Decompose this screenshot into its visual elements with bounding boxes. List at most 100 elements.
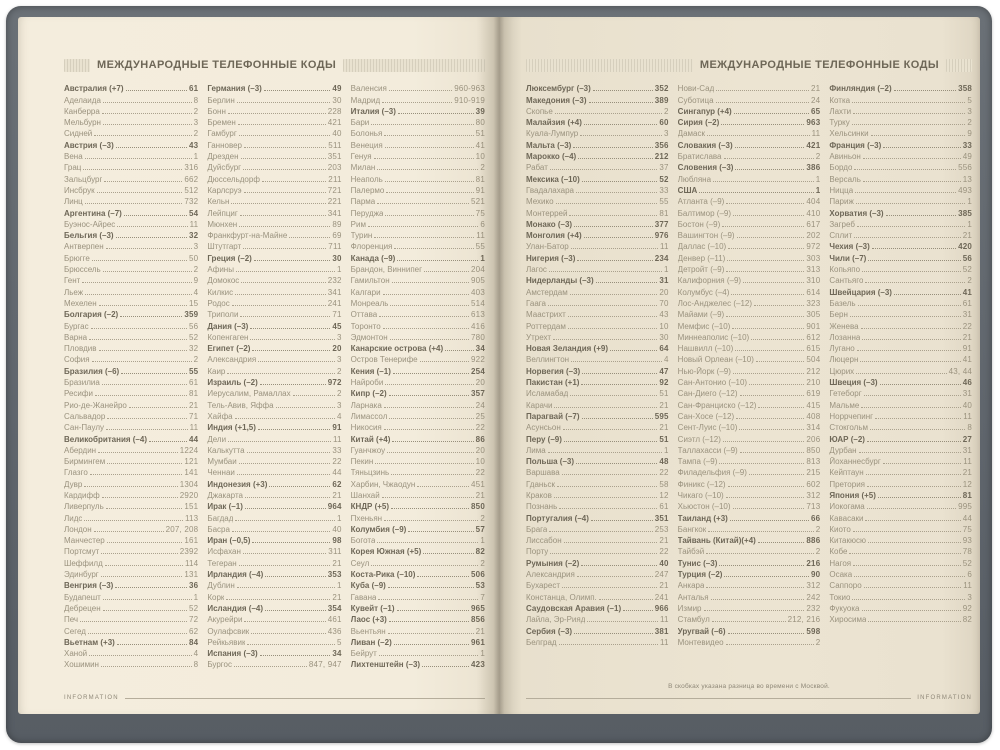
dot-leader <box>853 564 961 566</box>
entry-code: 81 <box>475 174 485 184</box>
entry-code: 2920 <box>179 490 199 500</box>
dot-leader <box>89 474 183 476</box>
entry-code: 206 <box>806 434 821 444</box>
city-entry: Милан 2 <box>351 161 485 172</box>
entry-code: 234 <box>654 253 669 263</box>
entry-label: Кения (–1) <box>350 366 391 376</box>
header-stripe-icon <box>64 58 90 72</box>
city-entry: Калькутта 33 <box>207 444 341 455</box>
entry-code: 850 <box>471 502 485 512</box>
dot-leader <box>549 169 658 171</box>
city-entry: Никосия 22 <box>351 421 485 432</box>
entry-label: Мальта (–3) <box>526 140 572 150</box>
entry-code: 780 <box>471 332 485 342</box>
dot-leader <box>561 474 658 476</box>
city-entry: Льеж 4 <box>64 285 198 297</box>
city-entry: Сиэтл (–12) 206 <box>677 432 821 444</box>
dot-leader <box>755 361 805 363</box>
entry-code: 92 <box>659 378 669 388</box>
dot-leader <box>729 519 810 521</box>
entry-label: Турция (–2) <box>677 570 723 580</box>
dot-leader <box>105 508 183 510</box>
city-entry: Инсбрук 512 <box>64 184 198 195</box>
dot-leader <box>547 304 658 306</box>
city-entry: Кавасаки 44 <box>829 511 972 523</box>
entry-label: Оттава <box>350 310 378 320</box>
dot-leader <box>866 440 961 442</box>
entry-code: 232 <box>806 603 821 613</box>
entry-label: Торонто <box>350 321 381 331</box>
country-entry: Китай (+4) 86 <box>351 432 485 444</box>
dot-leader <box>567 327 658 329</box>
country-entry: Тунис (–3) 216 <box>678 556 821 568</box>
dot-leader <box>553 496 658 498</box>
city-entry: Ницца 493 <box>829 184 972 195</box>
dot-leader <box>856 225 966 227</box>
dot-leader <box>388 90 453 92</box>
city-entry: Иокогама 995 <box>829 500 972 511</box>
dot-leader <box>394 248 474 250</box>
entry-code: 56 <box>962 253 973 263</box>
entry-label: Бургас <box>64 321 89 331</box>
entry-label: Канада (–9) <box>350 253 396 263</box>
city-entry: Калгари 403 <box>351 285 485 297</box>
dot-leader <box>870 135 966 137</box>
dot-leader <box>382 101 453 103</box>
entry-code: 11 <box>659 615 669 625</box>
city-entry: Бирмингем 121 <box>64 455 198 466</box>
dot-leader <box>252 350 331 352</box>
entry-label: Кобе <box>829 547 848 557</box>
dot-leader <box>396 609 470 611</box>
dot-leader <box>246 451 331 453</box>
entry-label: Нагоя <box>829 558 852 568</box>
country-entry: Коста-Рика (–10) 506 <box>351 568 485 579</box>
dot-leader <box>852 530 961 532</box>
city-entry: Брюссель 2 <box>64 263 198 274</box>
entry-code: 415 <box>806 400 821 410</box>
dot-leader <box>83 169 183 171</box>
city-entry: Анкара 312 <box>678 579 821 590</box>
entry-label: Веллингтон <box>526 355 570 365</box>
city-entry: Хьюстон (–10) 713 <box>678 500 821 511</box>
dot-leader <box>862 338 961 340</box>
city-entry: Болонья 51 <box>351 127 485 138</box>
city-entry: Норрчепинг 11 <box>829 410 972 421</box>
city-entry: Калифорния (–9) 310 <box>678 274 821 285</box>
city-entry: София 2 <box>64 353 198 364</box>
city-entry: Бонн 228 <box>207 105 341 116</box>
entry-code: 27 <box>962 434 973 444</box>
entry-code: 21 <box>962 332 973 342</box>
dot-leader <box>578 158 653 160</box>
entry-label: Норвегия (–3) <box>526 366 581 376</box>
entry-code: 1 <box>337 265 342 275</box>
entry-label: Кейптаун <box>829 468 864 478</box>
entry-label: Мельбурн <box>64 118 101 128</box>
dot-leader <box>571 361 663 363</box>
page-title: МЕЖДУНАРОДНЫЕ ТЕЛЕФОННЫЕ КОДЫ <box>97 59 337 71</box>
entry-code: 21 <box>475 490 485 500</box>
city-entry: Дрезден 351 <box>207 150 341 161</box>
city-entry: Измир 232 <box>678 602 821 613</box>
country-entry: Турция (–2) 90 <box>678 568 821 579</box>
entry-code: 40 <box>332 129 342 139</box>
dot-leader <box>417 485 470 487</box>
entry-label: Дуйсбург <box>207 163 242 173</box>
entry-label: Акурейри <box>207 615 243 625</box>
entry-label: Саппоро <box>829 581 862 591</box>
entry-code: 22 <box>659 468 669 478</box>
footer-rule <box>526 697 912 699</box>
entry-label: Сиэтл (–12) <box>677 434 721 444</box>
entry-code: 50 <box>189 253 199 263</box>
entry-label: Рио-де-Жанейро <box>64 400 127 410</box>
dot-leader <box>424 271 470 273</box>
entry-label: Перуджа <box>350 208 384 218</box>
country-entry: Греция (–2) 30 <box>207 251 341 263</box>
city-entry: Рим 6 <box>351 218 485 229</box>
country-entry: Румыния (–2) 40 <box>526 556 669 568</box>
city-entry: Лахти 3 <box>829 105 972 116</box>
entry-label: Версаль <box>829 174 861 184</box>
entry-code: 2 <box>193 106 199 116</box>
city-entry: Ченнаи 44 <box>207 466 341 477</box>
city-entry: Ханой 4 <box>64 647 198 658</box>
city-entry: Порту 22 <box>526 545 669 556</box>
